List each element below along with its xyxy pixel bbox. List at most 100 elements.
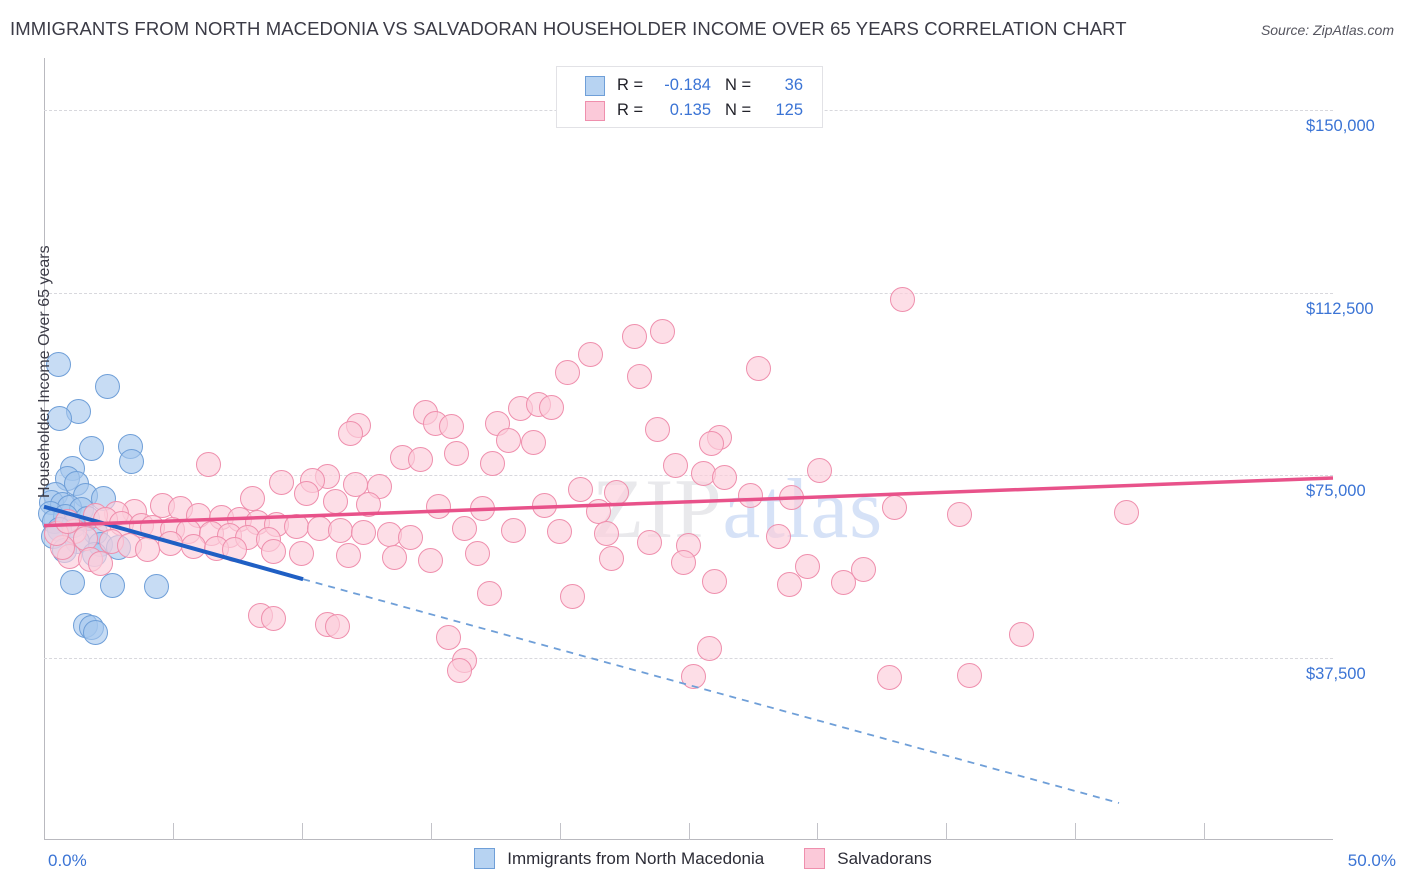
x-tick xyxy=(430,823,432,840)
data-point xyxy=(94,374,120,400)
x-tick xyxy=(301,823,303,840)
data-point xyxy=(585,498,611,524)
data-point xyxy=(737,483,763,508)
series-label-salvadorans: Salvadorans xyxy=(837,848,932,868)
data-point xyxy=(745,356,771,381)
data-point xyxy=(425,494,451,520)
correlation-legend: R = -0.184 N = 36 R = 0.135 N = 125 xyxy=(556,66,823,128)
x-axis-min-label: 0.0% xyxy=(48,851,87,870)
r-label-blue: R = xyxy=(617,76,644,94)
data-point xyxy=(598,546,624,572)
data-point xyxy=(851,556,877,582)
trend-line-salvadorans xyxy=(43,476,1334,528)
data-point xyxy=(696,636,722,662)
n-value-pink: 125 xyxy=(775,101,803,119)
data-point xyxy=(1114,500,1140,526)
n-value-blue: 36 xyxy=(784,76,803,94)
data-point xyxy=(451,515,477,541)
data-point xyxy=(559,584,585,610)
data-point xyxy=(593,521,619,547)
series-legend-item-immigrants[interactable]: Immigrants from North Macedonia xyxy=(474,848,764,869)
data-point xyxy=(699,431,725,457)
scatter-plot-area: ZIPatlas $150,000 $112,500 $75,000 $37,500 … xyxy=(36,58,1375,840)
data-point xyxy=(621,324,647,350)
data-point xyxy=(554,359,580,385)
data-point xyxy=(438,413,464,439)
series-swatch-salvadorans xyxy=(804,848,826,869)
y-tick-label: $150,000 xyxy=(1306,117,1375,136)
data-point xyxy=(327,518,353,544)
data-point xyxy=(477,581,503,607)
data-point xyxy=(351,520,377,546)
source-attribution: Source: ZipAtlas.com xyxy=(1260,22,1394,38)
y-tick-label: $112,500 xyxy=(1306,299,1374,318)
data-point xyxy=(637,529,663,555)
x-tick xyxy=(1204,823,1206,840)
trend-line-immigrants-extrapolated xyxy=(302,578,1120,804)
data-point xyxy=(443,440,469,466)
data-point xyxy=(45,351,71,377)
data-point xyxy=(882,495,908,521)
data-point xyxy=(794,554,820,580)
data-point xyxy=(335,543,361,569)
x-tick xyxy=(172,823,174,840)
data-point xyxy=(500,517,526,543)
data-point xyxy=(807,457,833,483)
x-tick xyxy=(688,823,690,840)
data-point xyxy=(79,435,105,461)
data-point xyxy=(663,453,689,479)
r-label-pink: R = xyxy=(617,101,644,119)
series-swatch-immigrants xyxy=(474,848,496,869)
data-point xyxy=(83,619,109,645)
y-tick-label: $75,000 xyxy=(1306,482,1366,501)
data-point xyxy=(99,573,125,599)
data-point xyxy=(670,549,696,575)
data-point xyxy=(88,550,114,576)
x-tick xyxy=(946,823,948,840)
data-point xyxy=(464,540,490,566)
data-point xyxy=(650,319,676,345)
data-point xyxy=(294,481,320,507)
data-point xyxy=(776,571,802,597)
correlation-row-blue: R = -0.184 N = 36 xyxy=(557,73,822,98)
data-point xyxy=(701,569,727,595)
data-point xyxy=(240,486,266,512)
data-point xyxy=(338,421,364,447)
data-point xyxy=(877,665,903,691)
r-value-pink: 0.135 xyxy=(669,101,711,119)
data-point xyxy=(289,541,315,567)
data-point xyxy=(418,547,444,573)
data-point xyxy=(436,624,462,650)
data-point xyxy=(59,570,85,596)
r-value-blue: -0.184 xyxy=(664,76,711,94)
data-point xyxy=(397,524,423,550)
data-point xyxy=(521,429,547,455)
data-point xyxy=(325,613,351,639)
x-tick xyxy=(1075,823,1077,840)
data-point xyxy=(260,605,286,631)
data-point xyxy=(1008,622,1034,648)
data-point xyxy=(957,663,982,689)
data-point xyxy=(946,501,972,527)
data-point xyxy=(407,447,433,473)
correlation-row-pink: R = 0.135 N = 125 xyxy=(557,98,822,123)
data-point xyxy=(539,394,565,420)
data-point xyxy=(480,450,506,476)
series-legend-item-salvadorans[interactable]: Salvadorans xyxy=(804,848,932,869)
data-point xyxy=(119,449,145,475)
data-point xyxy=(143,573,169,599)
n-label-pink: N = xyxy=(725,101,752,119)
gridline xyxy=(44,475,1333,477)
n-label-blue: N = xyxy=(725,76,752,94)
data-point xyxy=(46,406,72,432)
legend-swatch-immigrants xyxy=(585,75,605,96)
data-point xyxy=(712,464,738,490)
x-axis-max-label: 50.0% xyxy=(1347,851,1396,870)
data-point xyxy=(578,341,604,367)
data-point xyxy=(495,427,521,453)
data-point xyxy=(446,658,472,684)
data-point xyxy=(268,470,294,496)
trend-line-immigrants xyxy=(43,504,304,582)
data-point xyxy=(627,363,653,389)
data-point xyxy=(645,416,671,442)
